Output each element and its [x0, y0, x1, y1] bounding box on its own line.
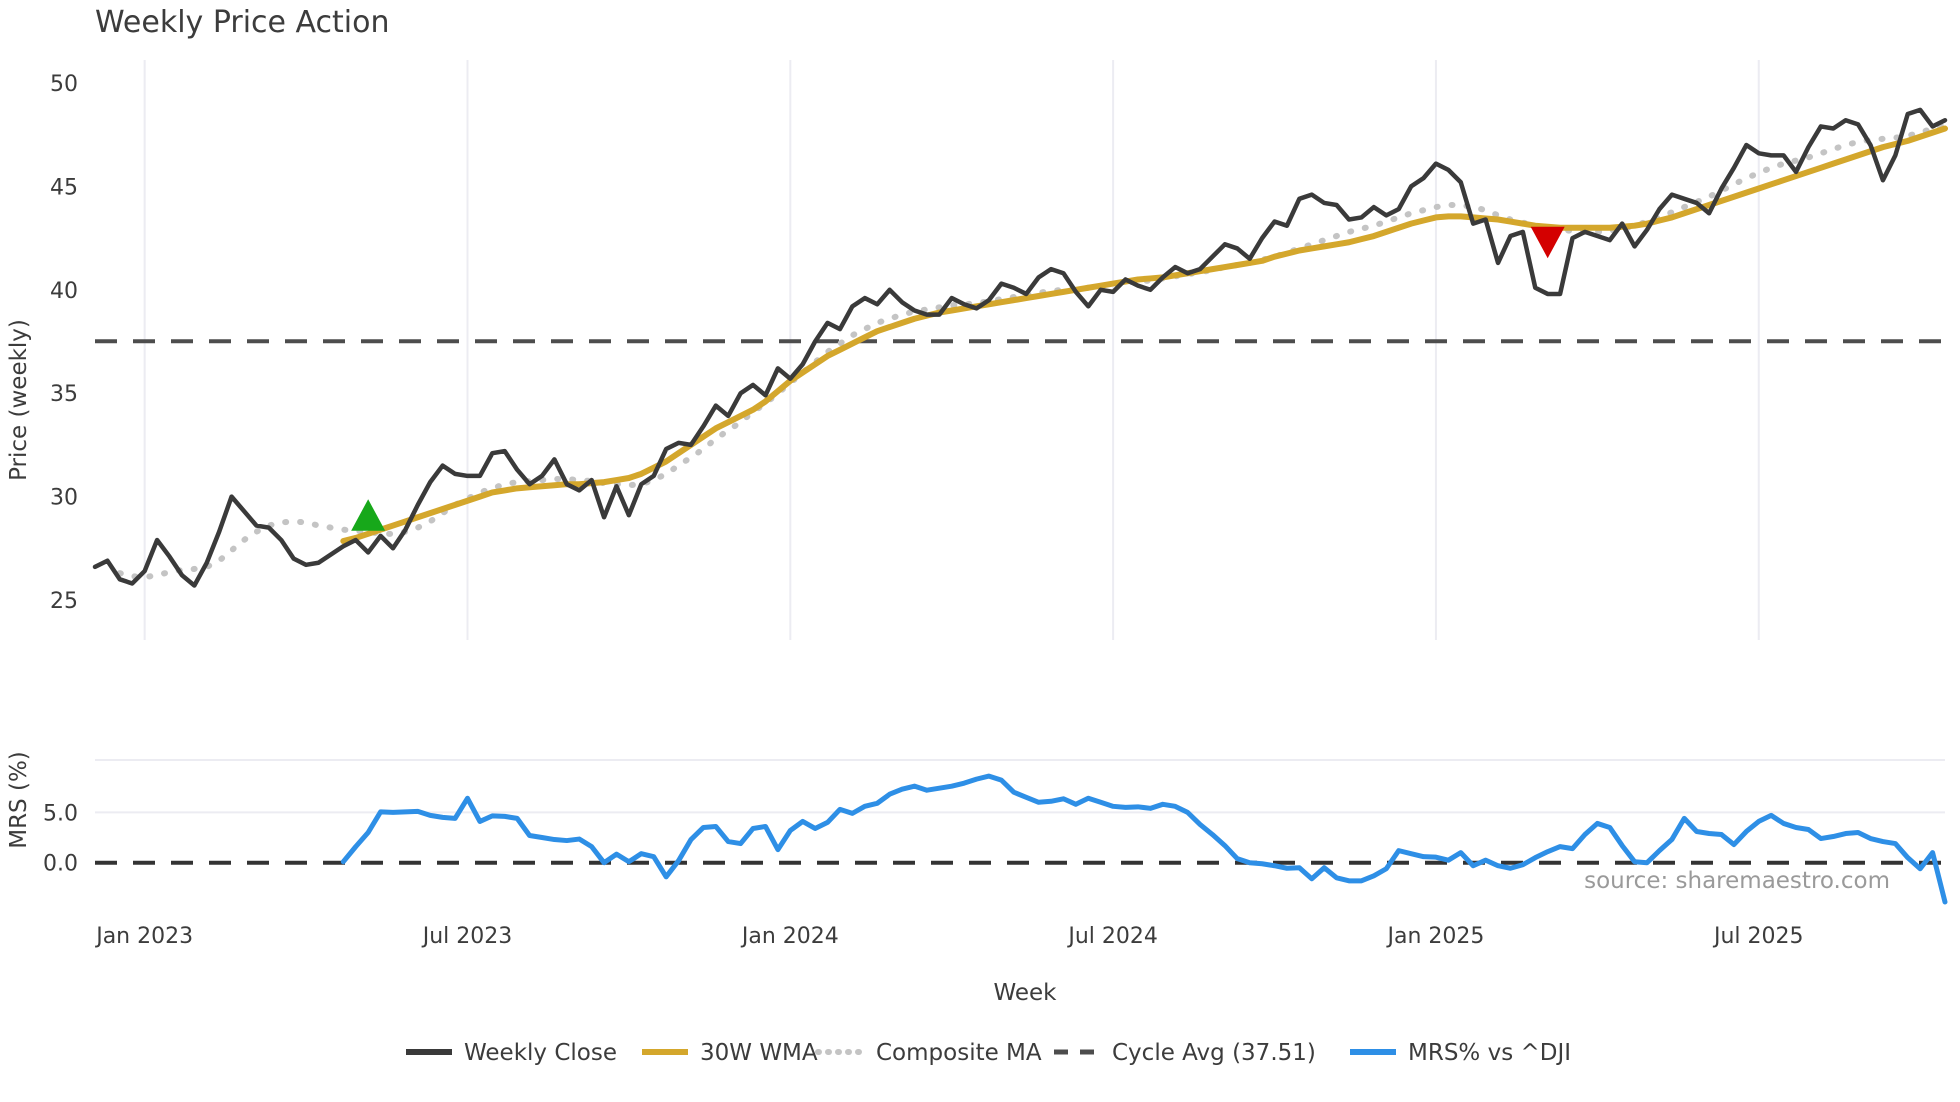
price-ytick-45: 45 — [50, 175, 78, 200]
price-ytick-40: 40 — [50, 279, 78, 304]
price-ytick-25: 25 — [50, 589, 78, 614]
mrs-ytick-5.0: 5.0 — [43, 801, 78, 826]
legend-label-0: Weekly Close — [464, 1040, 617, 1066]
x-tick-jan-2025: Jan 2025 — [1385, 924, 1484, 949]
legend-label-3: Cycle Avg (37.51) — [1112, 1040, 1316, 1066]
source-watermark: source: sharemaestro.com — [1584, 868, 1890, 894]
price-ytick-35: 35 — [50, 382, 78, 407]
price-gridlines — [143, 60, 1760, 640]
x-tick-jan-2023: Jan 2023 — [94, 924, 193, 949]
signal-markers — [351, 226, 1565, 531]
legend-label-2: Composite MA — [876, 1040, 1042, 1066]
legend-item-mrs-vs-dji[interactable]: MRS% vs ^DJI — [1350, 1040, 1571, 1066]
x-tick-jul-2024: Jul 2024 — [1066, 924, 1158, 949]
x-tick-jul-2023: Jul 2023 — [421, 924, 513, 949]
price-axis-label: Price (weekly) — [6, 319, 32, 481]
x-axis-ticks: Jan 2023 Jul 2023 Jan 2024 Jul 2024 Jan 2025… — [94, 924, 1803, 949]
price-ytick-30: 30 — [50, 486, 78, 511]
x-tick-jan-2024: Jan 2024 — [740, 924, 839, 949]
mrs-axis-label: MRS (%) — [6, 751, 32, 849]
legend-item-weekly-close[interactable]: Weekly Close — [406, 1040, 617, 1066]
legend-item-cycle-avg-37-51[interactable]: Cycle Avg (37.51) — [1054, 1040, 1316, 1066]
legend-label-4: MRS% vs ^DJI — [1408, 1040, 1571, 1066]
mrs-y-axis-ticks: 0.0 5.0 — [43, 801, 78, 876]
wma30-line — [340, 125, 1948, 545]
buy-signal-marker-icon — [351, 499, 386, 531]
price-y-axis-ticks: 25 30 35 40 45 50 — [50, 72, 78, 614]
x-tick-jul-2025: Jul 2025 — [1712, 924, 1804, 949]
weekly-close-line — [92, 107, 1948, 588]
price-ytick-50: 50 — [50, 72, 78, 97]
sell-signal-marker-icon — [1530, 226, 1565, 259]
legend-item-composite-ma[interactable]: Composite MA — [815, 1040, 1042, 1066]
legend-label-1: 30W WMA — [700, 1040, 818, 1066]
mrs-ytick-0.0: 0.0 — [43, 852, 78, 877]
chart-legend: Weekly Close 30W WMA Composite MA Cycle Avg… — [406, 1040, 1571, 1066]
legend-item-30w-wma[interactable]: 30W WMA — [642, 1040, 818, 1066]
mrs-line — [340, 773, 1948, 905]
page-title: Weekly Price Action — [95, 5, 390, 40]
x-axis-label: Week — [993, 980, 1057, 1006]
series-layer — [92, 107, 1948, 905]
